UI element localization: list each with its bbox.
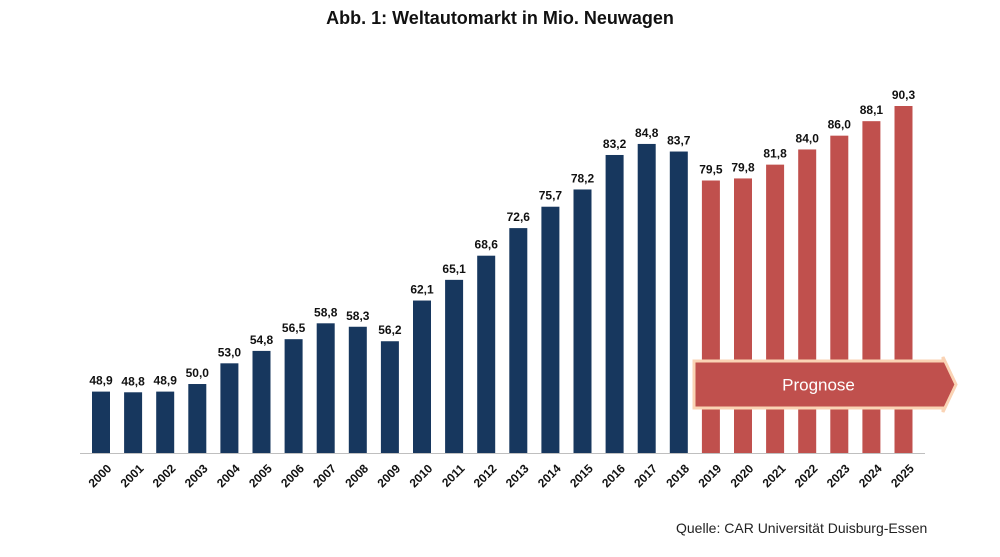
value-label-2019: 79,5: [699, 163, 723, 177]
bar-2021: [766, 164, 785, 453]
x-tick-label-2019: 2019: [695, 461, 724, 490]
x-tick-label-2025: 2025: [888, 461, 917, 490]
value-label-2014: 75,7: [539, 189, 563, 203]
value-label-2010: 62,1: [410, 283, 434, 297]
value-label-2011: 65,1: [442, 262, 466, 276]
bar-2020: [734, 178, 752, 453]
x-tick-label-2024: 2024: [856, 461, 885, 490]
x-tick-label-2006: 2006: [278, 461, 307, 490]
chart-title: Abb. 1: Weltautomarkt in Mio. Neuwagen: [326, 8, 674, 28]
value-label-2025: 90,3: [892, 88, 916, 102]
x-tick-label-2020: 2020: [728, 461, 757, 490]
x-tick-label-2002: 2002: [150, 461, 179, 490]
bar-2010: [413, 300, 431, 453]
value-label-2007: 58,8: [314, 305, 338, 319]
value-label-2016: 83,2: [603, 137, 627, 151]
value-label-2002: 48,9: [154, 374, 178, 388]
bar-2017: [637, 143, 656, 453]
bar-2004: [220, 363, 239, 453]
forecast-arrow: [692, 356, 958, 413]
value-label-2008: 58,3: [346, 309, 370, 323]
x-tick-label-2004: 2004: [214, 461, 243, 490]
x-tick-label-2016: 2016: [599, 461, 628, 490]
value-label-2020: 79,8: [731, 160, 755, 174]
bar-2007: [316, 323, 335, 453]
x-tick-label-2007: 2007: [310, 461, 339, 490]
bar-2002: [156, 391, 175, 453]
bar-2013: [509, 228, 528, 453]
bar-2019: [701, 180, 720, 453]
bar-2006: [284, 339, 303, 453]
bar-2012: [477, 255, 496, 453]
value-label-2000: 48,9: [89, 374, 113, 388]
x-tick-label-2023: 2023: [824, 461, 853, 490]
value-label-2013: 72,6: [507, 210, 531, 224]
value-label-2012: 68,6: [475, 238, 499, 252]
forecast-label: Prognose: [782, 376, 855, 395]
value-label-2017: 84,8: [635, 126, 659, 140]
x-tick-label-2005: 2005: [246, 461, 275, 490]
bar-2008: [348, 326, 367, 453]
x-tick-label-2014: 2014: [535, 461, 564, 490]
x-tick-label-2009: 2009: [374, 461, 403, 490]
bar-2014: [541, 206, 560, 453]
x-tick-label-2008: 2008: [342, 461, 371, 490]
bar-2015: [573, 189, 592, 454]
x-tick-label-2022: 2022: [792, 461, 821, 490]
bar-2003: [188, 384, 207, 453]
x-tick-label-2003: 2003: [182, 461, 211, 490]
value-label-2021: 81,8: [763, 147, 787, 161]
value-label-2023: 86,0: [828, 118, 852, 132]
bar-2005: [252, 350, 271, 453]
x-tick-label-2011: 2011: [439, 461, 468, 490]
value-label-2009: 56,2: [378, 323, 402, 337]
bar-2016: [605, 154, 624, 454]
x-tick-label-2001: 2001: [118, 461, 147, 490]
value-label-2022: 84,0: [796, 131, 820, 145]
x-tick-label-2010: 2010: [407, 461, 436, 490]
bar-2018: [669, 151, 688, 453]
x-tick-label-2021: 2021: [760, 461, 789, 490]
value-label-2018: 83,7: [667, 134, 691, 148]
bar-2000: [92, 391, 110, 453]
x-tick-label-2000: 2000: [86, 461, 115, 490]
value-label-2001: 48,8: [121, 374, 145, 388]
x-tick-label-2017: 2017: [631, 461, 660, 490]
value-label-2015: 78,2: [571, 171, 595, 185]
x-tick-label-2012: 2012: [471, 461, 500, 490]
x-tick-label-2015: 2015: [567, 461, 596, 490]
bar-2011: [445, 279, 464, 453]
value-label-2006: 56,5: [282, 321, 306, 335]
value-label-2003: 50,0: [186, 366, 210, 380]
bar-2001: [124, 392, 143, 453]
x-tick-label-2018: 2018: [663, 461, 692, 490]
x-tick-label-2013: 2013: [503, 461, 532, 490]
value-label-2005: 54,8: [250, 333, 274, 347]
source-note: Quelle: CAR Universität Duisburg-Essen: [676, 520, 928, 536]
bar-2009: [380, 341, 399, 453]
value-label-2004: 53,0: [218, 345, 242, 359]
value-label-2024: 88,1: [860, 103, 884, 117]
